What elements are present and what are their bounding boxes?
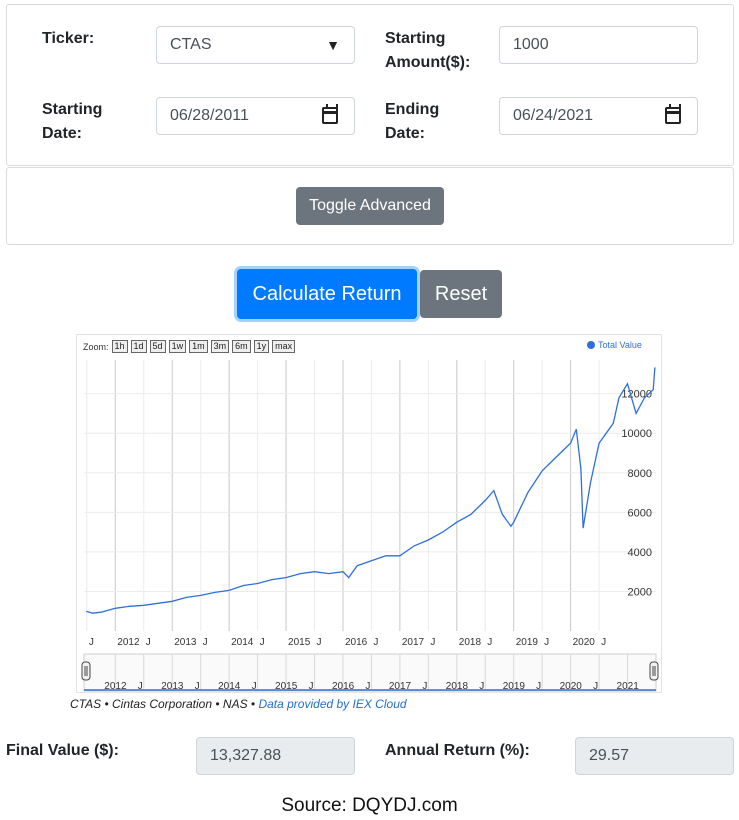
navigator-left-handle[interactable] [81,661,91,681]
end-date-input[interactable]: 06/24/2021 [499,97,698,135]
y-tick-label: 10000 [621,428,652,440]
start-date-value: 06/28/2011 [170,107,249,124]
end-date-label-line2: Date: [385,125,426,142]
x-tick-label: J [373,637,378,648]
navigator-tick-label: J [252,681,257,692]
x-tick-label: J [487,637,492,648]
x-tick-label: 2013 [174,637,197,648]
navigator-right-handle[interactable] [649,661,659,681]
navigator-tick-label: 2021 [617,681,640,692]
x-tick-label: J [601,637,606,648]
end-date-value: 06/24/2021 [513,107,594,124]
amount-value: 1000 [513,36,549,53]
navigator-track [83,653,657,692]
navigator-tick-label: 2013 [161,681,184,692]
chevron-down-icon: ▼ [326,37,340,53]
navigator-tick-label: 2016 [332,681,355,692]
amount-input[interactable]: 1000 [499,26,698,64]
navigator-tick-label: 2017 [389,681,412,692]
legend-label: Total Value [598,340,642,350]
end-date-label: Ending Date: [385,98,439,146]
ticker-label: Ticker: [42,30,95,47]
x-tick-label: 2015 [288,637,311,648]
x-tick-label: J [544,637,549,648]
final-value-field: 13,327.88 [196,737,355,775]
ticker-value: CTAS [170,36,212,53]
x-tick-label: J [89,637,94,648]
x-tick-label: J [430,637,435,648]
x-tick-label: 2019 [516,637,539,648]
y-tick-label: 4000 [628,547,652,559]
calculate-return-button[interactable]: Calculate Return [237,269,417,319]
calendar-icon[interactable] [322,104,338,124]
reset-button[interactable]: Reset [420,270,502,318]
navigator-tick-label: J [536,681,541,692]
chart-legend[interactable]: Total Value [587,340,642,350]
navigator-tick-label: J [309,681,314,692]
navigator-tick-label: J [365,681,370,692]
final-value-label: Final Value ($): [6,742,119,759]
navigator-tick-label: 2019 [503,681,526,692]
start-date-label-line1: Starting [42,101,103,118]
x-tick-label: J [203,637,208,648]
x-tick-label: 2020 [573,637,596,648]
x-tick-label: 2017 [402,637,425,648]
credit-text: CTAS • Cintas Corporation • NAS • [70,697,259,711]
navigator-tick-label: 2012 [104,681,127,692]
navigator-tick-label: J [422,681,427,692]
zoom-button-3m[interactable]: 3m [210,340,230,353]
calendar-icon[interactable] [665,104,681,124]
zoom-button-1h[interactable]: 1h [111,340,128,353]
navigator-tick-label: J [195,681,200,692]
annual-return-field: 29.57 [575,737,734,775]
chart-credit: CTAS • Cintas Corporation • NAS • Data p… [70,697,407,711]
source-caption: Source: DQYDJ.com [281,795,458,816]
zoom-button-1y[interactable]: 1y [253,340,270,353]
x-tick-label: 2012 [117,637,140,648]
navigator-tick-label: J [593,681,598,692]
zoom-button-6m[interactable]: 6m [232,340,251,353]
zoom-button-5d[interactable]: 5d [149,340,166,353]
zoom-label: Zoom: [83,341,109,352]
zoom-button-1m[interactable]: 1m [189,340,208,353]
navigator-tick-label: J [479,681,484,692]
zoom-button-1d[interactable]: 1d [130,340,147,353]
navigator-tick-label: 2018 [446,681,469,692]
x-tick-label: 2014 [231,637,254,648]
start-date-input[interactable]: 06/28/2011 [156,97,355,135]
amount-label: Starting Amount($): [385,27,470,75]
annual-return-label: Annual Return (%): [385,742,530,759]
amount-label-line2: Amount($): [385,54,471,71]
x-tick-label: 2018 [459,637,482,648]
navigator-tick-label: 2014 [218,681,241,692]
x-tick-label: J [317,637,322,648]
iex-cloud-link[interactable]: Data provided by IEX Cloud [258,697,407,711]
x-tick-label: J [146,637,151,648]
annual-return-value: 29.57 [589,747,630,764]
y-tick-label: 8000 [628,468,652,480]
final-value: 13,327.88 [210,747,282,764]
legend-marker-icon [587,341,595,349]
x-tick-label: J [260,637,265,648]
start-date-label-line2: Date: [42,125,83,142]
series-line-total-value [86,367,656,614]
amount-label-line1: Starting [385,30,446,47]
ticker-select[interactable]: CTAS ▼ [156,26,355,64]
y-tick-label: 6000 [628,507,652,519]
end-date-label-line1: Ending [385,101,440,118]
navigator-tick-label: 2020 [560,681,583,692]
start-date-label: Starting Date: [42,98,102,146]
toggle-advanced-button[interactable]: Toggle Advanced [296,187,444,225]
y-tick-label: 2000 [628,586,652,598]
zoom-controls: Zoom: 1h 1d 5d 1w 1m 3m 6m 1y max [83,340,296,353]
navigator-tick-label: J [138,681,143,692]
zoom-button-max[interactable]: max [272,340,296,353]
zoom-button-1w[interactable]: 1w [168,340,187,353]
x-tick-label: 2016 [345,637,368,648]
navigator-tick-label: 2015 [275,681,298,692]
